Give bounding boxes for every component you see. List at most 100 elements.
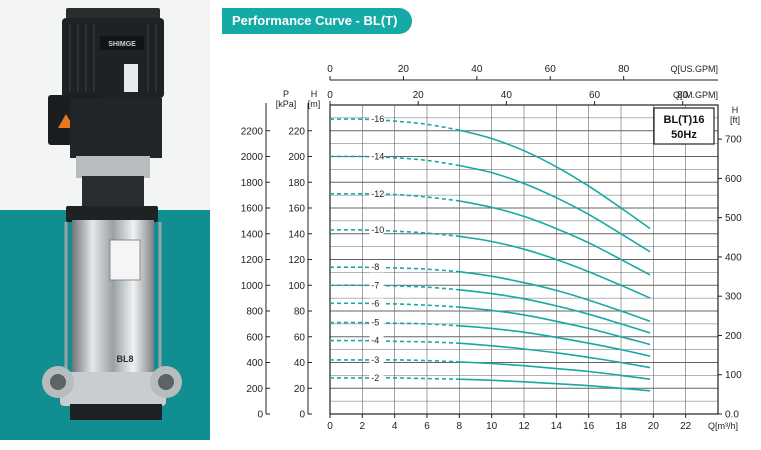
- p-tick-label: 600: [246, 332, 263, 343]
- p-tick-label: 1000: [241, 281, 264, 292]
- curve-dashed-7: [329, 284, 460, 291]
- p-tick-label: 0: [257, 410, 263, 421]
- x-tick-label: 2: [360, 421, 366, 432]
- stage-label-7: -7: [371, 280, 379, 290]
- h-tick-label: 140: [288, 229, 305, 240]
- stage-label-3: -3: [371, 355, 379, 365]
- ft-axis-label: H: [732, 105, 739, 115]
- p-tick-label: 1200: [241, 255, 264, 266]
- curve-dashed-10: [329, 229, 460, 238]
- h-tick-label: 180: [288, 178, 305, 189]
- pump-illustration: SHIMGE BL8: [0, 0, 210, 450]
- x-axis-label: Q[m³/h]: [708, 421, 738, 431]
- h-tick-label: 60: [294, 332, 306, 343]
- stage-label-8: -8: [371, 262, 379, 272]
- stage-label-6: -6: [371, 298, 379, 308]
- ft-tick-label: 700: [725, 135, 742, 146]
- ft-tick-label: 100: [725, 370, 742, 381]
- ft-tick-label: 300: [725, 292, 742, 303]
- curve-solid-10: [459, 235, 651, 299]
- stage-label-12: -12: [371, 189, 384, 199]
- x-tick-label: 4: [392, 421, 398, 432]
- x-tick-label: 12: [518, 421, 530, 432]
- ft-axis-unit: [ft]: [730, 115, 740, 125]
- stage-label-bg: [369, 224, 384, 235]
- curve-dashed-5: [329, 321, 460, 327]
- h-tick-label: 40: [294, 358, 306, 369]
- stage-label-bg: [369, 188, 384, 199]
- p-tick-label: 1800: [241, 178, 264, 189]
- usgpm-tick-label: 60: [545, 64, 557, 75]
- curve-solid-2: [459, 378, 651, 392]
- x-tick-label: 14: [551, 421, 563, 432]
- h-tick-label: 200: [288, 152, 305, 163]
- stage-label-bg: [369, 335, 384, 346]
- x-tick-label: 0: [327, 421, 333, 432]
- curve-solid-14: [459, 164, 651, 253]
- h-axis-unit: [m]: [308, 99, 321, 109]
- stage-label-bg: [369, 317, 384, 328]
- stage-label-bg: [369, 298, 384, 309]
- chart-axes: 0 2 4 6 8 10 12 14 16 18 20 22 Q[m³/h] 0 20 40 60 80 Q[US.…: [241, 64, 742, 432]
- motor-nameplate: SHIMGE: [108, 41, 136, 48]
- stage-label-bg: [369, 262, 384, 273]
- stage-label-4: -4: [371, 336, 379, 346]
- usgpm-axis-label: Q[US.GPM]: [670, 64, 718, 74]
- curve-dashed-8: [329, 266, 460, 273]
- imgpm-axis-label: Q[IM.GPM]: [673, 90, 718, 100]
- x-tick-label: 20: [648, 421, 660, 432]
- stage-label-bg: [369, 114, 384, 125]
- ft-tick-label: 200: [725, 331, 742, 342]
- curve-solid-12: [459, 200, 651, 276]
- h-tick-label: 0: [299, 410, 305, 421]
- stage-label-5: -5: [371, 318, 379, 328]
- p-tick-label: 200: [246, 384, 263, 395]
- curve-dashed-16: [329, 118, 460, 131]
- chart-title-tab: Performance Curve - BL(T) 16: [222, 8, 412, 54]
- curve-solid-7: [459, 289, 651, 334]
- p-tick-label: 1400: [241, 229, 264, 240]
- stage-label-16: -16: [371, 114, 384, 124]
- ft-tick-label: 0.0: [725, 410, 739, 421]
- curve-dashed-12: [329, 192, 460, 202]
- h-tick-label: 100: [288, 281, 305, 292]
- h-tick-label: 80: [294, 307, 306, 318]
- usgpm-tick-label: 80: [618, 64, 630, 75]
- p-tick-label: 1600: [241, 204, 264, 215]
- curve-solid-6: [459, 306, 651, 346]
- stage-label-bg: [369, 151, 384, 162]
- stage-label-14: -14: [371, 152, 384, 162]
- p-tick-label: 400: [246, 358, 263, 369]
- stage-label-10: -10: [371, 225, 384, 235]
- h-tick-label: 160: [288, 204, 305, 215]
- stage-label-bg: [369, 280, 384, 291]
- p-tick-label: 800: [246, 307, 263, 318]
- usgpm-tick-label: 40: [471, 64, 483, 75]
- ft-tick-label: 600: [725, 174, 742, 185]
- curve-dashed-6: [329, 302, 460, 308]
- h-tick-label: 20: [294, 384, 306, 395]
- h-axis-label: H: [311, 89, 318, 99]
- imgpm-tick-label: 60: [589, 90, 601, 101]
- stage-label-bg: [369, 372, 384, 383]
- p-axis-unit: [kPa]: [276, 99, 297, 109]
- p-tick-label: 2200: [241, 126, 264, 137]
- pump-body-mark: BL8: [116, 354, 133, 364]
- performance-curves: [329, 118, 651, 392]
- product-photo: SHIMGE BL8: [0, 0, 210, 450]
- x-tick-label: 10: [486, 421, 498, 432]
- p-axis-label: P: [283, 89, 289, 99]
- x-tick-label: 8: [457, 421, 463, 432]
- curve-dashed-4: [329, 339, 460, 344]
- x-tick-label: 16: [583, 421, 595, 432]
- curve-solid-5: [459, 325, 651, 357]
- chart-grid: [329, 104, 719, 415]
- curve-solid-3: [459, 361, 651, 380]
- model-name: BL(T)16: [664, 114, 705, 126]
- curve-solid-4: [459, 342, 651, 369]
- imgpm-tick-label: 80: [677, 90, 689, 101]
- ft-tick-label: 400: [725, 252, 742, 263]
- curve-dashed-14: [329, 155, 460, 167]
- model-label-box: [653, 107, 715, 145]
